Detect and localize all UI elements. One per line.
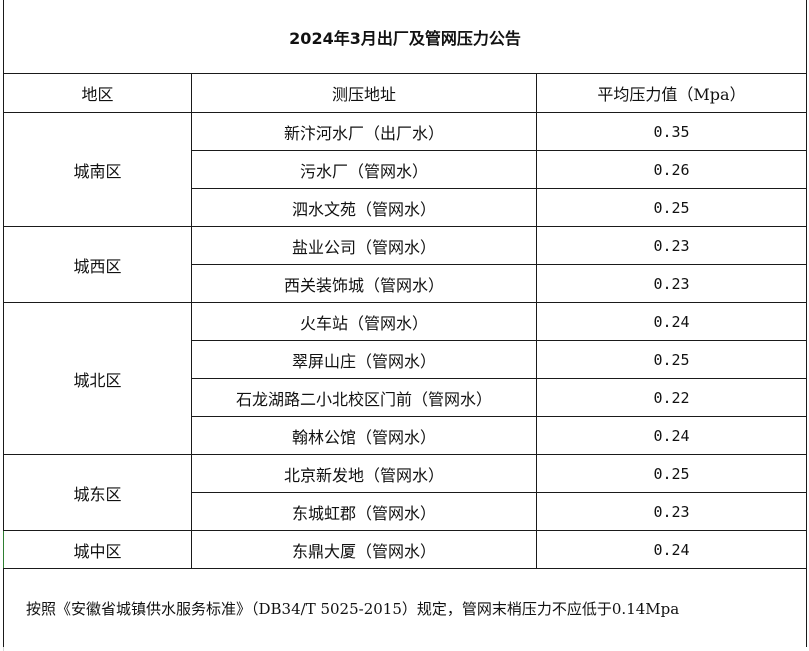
table-row: 城中区 东鼎大厦（管网水） 0.24 bbox=[3, 530, 808, 569]
region-cell: 城南区 bbox=[3, 112, 192, 227]
region-cell: 城东区 bbox=[3, 454, 192, 531]
address-cell: 西关装饰城（管网水） bbox=[191, 264, 537, 303]
header-address: 测压地址 bbox=[191, 73, 537, 113]
table-row: 东城虹郡（管网水） 0.23 bbox=[4, 492, 808, 531]
address-cell: 石龙湖路二小北校区门前（管网水） bbox=[191, 378, 537, 417]
pressure-cell: 0.24 bbox=[535, 302, 808, 341]
table-row: 城南区 新汴河水厂（出厂水） 0.35 bbox=[3, 112, 808, 227]
region-cell: 城中区 bbox=[3, 530, 192, 569]
table-row: 污水厂（管网水） 0.26 bbox=[4, 150, 808, 189]
pressure-cell: 0.23 bbox=[535, 492, 808, 531]
address-cell: 盐业公司（管网水） bbox=[191, 226, 537, 265]
region-cell: 城西区 bbox=[3, 226, 192, 303]
table-row: 泗水文苑（管网水） 0.25 bbox=[4, 188, 808, 227]
pressure-cell: 0.26 bbox=[535, 150, 808, 189]
pressure-cell: 0.25 bbox=[535, 340, 808, 379]
address-cell: 北京新发地（管网水） bbox=[191, 454, 537, 493]
header-pressure: 平均压力值（Mpa） bbox=[535, 73, 808, 113]
address-cell: 翠屏山庄（管网水） bbox=[191, 340, 537, 379]
table-row: 西关装饰城（管网水） 0.23 bbox=[4, 264, 808, 303]
table-title: 2024年3月出厂及管网压力公告 bbox=[2, 0, 808, 74]
address-cell: 泗水文苑（管网水） bbox=[191, 188, 537, 227]
pressure-cell: 0.35 bbox=[535, 112, 808, 151]
pressure-cell: 0.24 bbox=[535, 416, 808, 455]
pressure-cell: 0.25 bbox=[535, 188, 808, 227]
pressure-cell: 0.24 bbox=[535, 530, 808, 569]
table-row: 城北区 火车站（管网水） 0.24 bbox=[3, 302, 808, 455]
pressure-cell: 0.22 bbox=[535, 378, 808, 417]
address-cell: 东城虹郡（管网水） bbox=[191, 492, 537, 531]
pressure-cell: 0.23 bbox=[535, 264, 808, 303]
pressure-cell: 0.23 bbox=[535, 226, 808, 265]
address-cell: 火车站（管网水） bbox=[191, 302, 537, 341]
pressure-cell: 0.25 bbox=[535, 454, 808, 493]
address-cell: 新汴河水厂（出厂水） bbox=[191, 112, 537, 151]
region-cell: 城北区 bbox=[3, 302, 192, 455]
table-row: 石龙湖路二小北校区门前（管网水） 0.22 bbox=[4, 378, 808, 417]
address-cell: 东鼎大厦（管网水） bbox=[191, 530, 537, 569]
address-cell: 污水厂（管网水） bbox=[191, 150, 537, 189]
address-cell: 翰林公馆（管网水） bbox=[191, 416, 537, 455]
header-region: 地区 bbox=[3, 73, 192, 113]
table-row: 翠屏山庄（管网水） 0.25 bbox=[4, 340, 808, 379]
table-row: 城东区 北京新发地（管网水） 0.25 bbox=[3, 454, 808, 531]
table-row: 城西区 盐业公司（管网水） 0.23 bbox=[3, 226, 808, 303]
footnote-standard: 按照《安徽省城镇供水服务标准》（DB34/T 5025-2015）规定，管网末梢… bbox=[2, 568, 808, 647]
header-row: 地区 测压地址 平均压力值（Mpa） bbox=[3, 73, 808, 113]
